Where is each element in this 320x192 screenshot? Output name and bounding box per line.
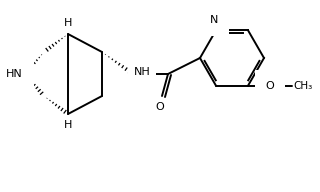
Text: NH: NH	[134, 67, 151, 77]
Text: O: O	[266, 81, 274, 91]
Text: H: H	[64, 120, 72, 130]
Text: O: O	[156, 102, 164, 112]
Text: CH₃: CH₃	[293, 81, 312, 91]
Text: H: H	[64, 18, 72, 28]
Text: HN: HN	[6, 69, 23, 79]
Text: N: N	[210, 15, 218, 25]
